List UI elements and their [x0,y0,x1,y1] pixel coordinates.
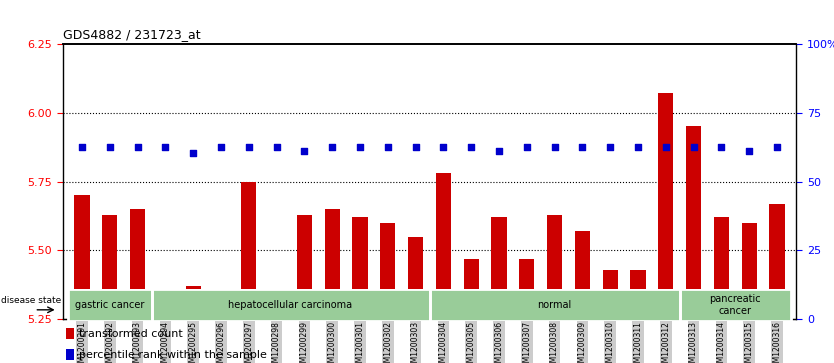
Bar [519,259,535,319]
Bar [435,173,451,319]
Bar [352,217,368,319]
Bar [658,93,674,319]
Bar [158,306,173,319]
Point [158,144,172,150]
Bar [324,209,340,319]
Point [354,144,367,150]
Text: GDS4882 / 231723_at: GDS4882 / 231723_at [63,28,200,41]
Point [270,144,284,150]
Bar [269,292,284,319]
Bar [631,270,646,319]
Point [631,144,645,150]
Bar [464,259,479,319]
Point [325,144,339,150]
Point [75,144,88,150]
Bar [66,349,74,360]
Point [548,144,561,150]
Point [381,144,394,150]
Point [131,144,144,150]
Bar [686,126,701,319]
Bar [741,223,757,319]
Bar [547,215,562,319]
Bar [185,286,201,319]
Bar [214,297,229,319]
Point [214,144,228,150]
Point [742,148,756,154]
Text: pancreatic
cancer: pancreatic cancer [710,294,761,316]
Text: gastric cancer: gastric cancer [75,300,144,310]
Bar [68,289,152,321]
Point [409,144,422,150]
Bar [130,209,145,319]
Text: disease state: disease state [1,295,62,305]
Bar [714,217,729,319]
Text: percentile rank within the sample: percentile rank within the sample [79,350,267,360]
Point [604,144,617,150]
Bar [602,270,618,319]
Text: transformed count: transformed count [79,329,183,339]
Point [771,144,784,150]
Point [687,144,701,150]
Point [242,144,255,150]
Text: normal: normal [537,300,572,310]
Bar [680,289,791,321]
Point [187,150,200,155]
Point [298,148,311,154]
Point [103,144,117,150]
Point [520,144,534,150]
Bar [102,215,118,319]
Bar [430,289,680,321]
Text: hepatocellular carcinoma: hepatocellular carcinoma [229,300,353,310]
Point [659,144,672,150]
Point [492,148,505,154]
Point [437,144,450,150]
Bar [241,182,256,319]
Bar [152,289,430,321]
Point [715,144,728,150]
Bar [575,231,590,319]
Bar [66,329,74,339]
Point [465,144,478,150]
Bar [380,223,395,319]
Bar [74,195,90,319]
Point [575,144,589,150]
Bar [408,237,423,319]
Bar [769,204,785,319]
Bar [491,217,507,319]
Bar [297,215,312,319]
